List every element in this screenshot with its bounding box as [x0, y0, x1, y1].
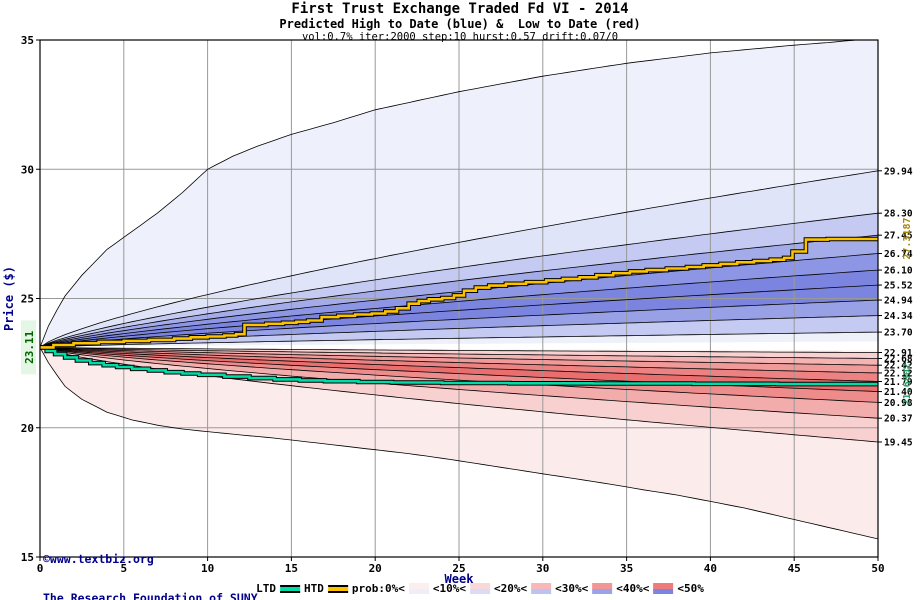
y-tick-label: 15	[21, 551, 34, 564]
step-lines	[40, 236, 878, 387]
high-boundary-line	[40, 331, 878, 348]
right-value-label: 22.12	[884, 368, 913, 379]
legend-band-swatch	[592, 583, 613, 594]
right-value-label: 27.45	[884, 231, 913, 242]
right-value-label: 26.10	[884, 266, 913, 277]
low-boundary-line	[40, 347, 878, 353]
ltd-final-label: 21.6802	[902, 363, 913, 405]
legend-htd-label: HTD	[304, 582, 324, 595]
legend-band-swatch	[408, 583, 429, 594]
x-tick-label: 5	[120, 562, 127, 575]
high-boundary-line	[40, 269, 878, 348]
x-tick-label: 25	[452, 562, 465, 575]
legend-band-swatch	[469, 583, 490, 594]
legend-prob-token: <10%<	[432, 582, 466, 595]
y-tick-label: 30	[21, 163, 34, 176]
watermark-url: ©www.textbiz.org	[43, 552, 154, 566]
legend-htd-swatch	[327, 584, 348, 593]
right-value-label: 22.68	[884, 354, 913, 365]
chart-title: First Trust Exchange Traded Fd VI - 2014	[291, 1, 629, 17]
low-boundary-line	[40, 347, 878, 366]
grid-lines	[40, 40, 878, 557]
high-boundary-line	[40, 170, 878, 348]
start-price-label-bg	[21, 320, 36, 375]
fan-boundary-lines	[40, 40, 878, 540]
y-tick-label: 25	[21, 293, 34, 306]
ltd-line	[40, 346, 878, 386]
right-value-label: 20.37	[884, 414, 913, 425]
legend: LTD HTD prob:0%< <10%< <20%< <30%< <40%< <50%	[256, 582, 704, 595]
x-tick-label: 15	[285, 562, 298, 575]
x-tick-label: 45	[788, 562, 801, 575]
high-boundary-line	[40, 284, 878, 348]
right-value-label: 22.42	[884, 361, 913, 372]
right-value-label: 23.70	[884, 328, 913, 339]
legend-band-swatch-red	[469, 583, 490, 589]
low-boundary-line	[40, 347, 878, 374]
x-tick-label: 10	[201, 562, 214, 575]
start-price-label: 23.11	[23, 330, 36, 363]
x-tick-label: 0	[37, 562, 44, 575]
legend-prob-token: <50%	[677, 582, 704, 595]
low-boundary-line	[40, 347, 878, 382]
legend-prob-token: <20%<	[493, 582, 528, 595]
high-boundary-line	[40, 299, 878, 348]
low-boundary-line	[40, 347, 878, 359]
legend-band-swatch	[531, 583, 552, 594]
right-value-label: 24.94	[884, 296, 913, 307]
low-boundary-line	[40, 347, 878, 403]
right-value-label: 25.52	[884, 281, 913, 292]
legend-band-swatch-blue	[408, 588, 429, 594]
htd-final-label: 27.3187	[902, 217, 913, 259]
htd-line	[40, 237, 878, 349]
axes: 0 5 10 15 20 25 30 35 40 45 50 15 20 25 30 35 29.94 28.30…	[2, 34, 913, 586]
right-value-label: 21.40	[884, 387, 913, 398]
high-boundary-line	[40, 40, 861, 348]
high-boundary-line	[40, 234, 878, 348]
legend-ltd-label: LTD	[256, 582, 277, 595]
right-value-label: 22.91	[884, 348, 913, 359]
x-tick-label: 50	[871, 562, 884, 575]
y-axis-title: Price ($)	[2, 266, 16, 331]
chart-subtitle: Predicted High to Date (blue) & Low to D…	[279, 17, 641, 31]
right-value-label: 28.30	[884, 209, 913, 220]
watermark: ©www.textbiz.org The Research Foundation…	[43, 527, 258, 600]
legend-band-swatch-red	[653, 583, 674, 589]
legend-band-swatch	[653, 583, 674, 594]
low-boundary-line	[40, 347, 878, 419]
right-value-label: 26.74	[884, 249, 913, 260]
right-value-label: 19.45	[884, 437, 913, 448]
x-tick-label: 20	[369, 562, 382, 575]
x-tick-label: 35	[620, 562, 633, 575]
chart-title-block: First Trust Exchange Traded Fd VI - 2014…	[0, 1, 920, 43]
right-value-label: 21.79	[884, 377, 913, 388]
y-tick-label: 35	[21, 34, 34, 47]
legend-prob-token: <40%<	[616, 582, 650, 595]
high-boundary-line	[40, 212, 878, 348]
legend-band-swatch-blue	[469, 588, 490, 594]
low-boundary-line	[40, 347, 878, 540]
x-axis-title: Week	[445, 572, 475, 586]
legend-band-swatch-red	[531, 583, 552, 589]
legend-prob-token: prob:0%<	[351, 582, 405, 595]
legend-band-swatch-blue	[531, 588, 552, 594]
right-value-label: 24.34	[884, 311, 913, 322]
x-tick-label: 40	[704, 562, 717, 575]
watermark-org: The Research Foundation of SUNY	[43, 591, 258, 600]
chart-parameters: vol:0.7% iter:2000 step:10 hurst:0.57 dr…	[301, 31, 619, 43]
legend-band-swatch-blue	[653, 588, 674, 594]
x-tick-label: 30	[536, 562, 549, 575]
legend-band-swatch-red	[408, 583, 429, 589]
legend-ltd-swatch	[280, 584, 301, 593]
right-value-label: 20.98	[884, 398, 913, 409]
y-tick-label: 20	[21, 422, 34, 435]
right-value-label: 29.94	[884, 166, 913, 177]
legend-band-swatch-blue	[592, 588, 613, 594]
legend-prob-token: <30%<	[555, 582, 589, 595]
legend-band-swatch-red	[592, 583, 613, 589]
